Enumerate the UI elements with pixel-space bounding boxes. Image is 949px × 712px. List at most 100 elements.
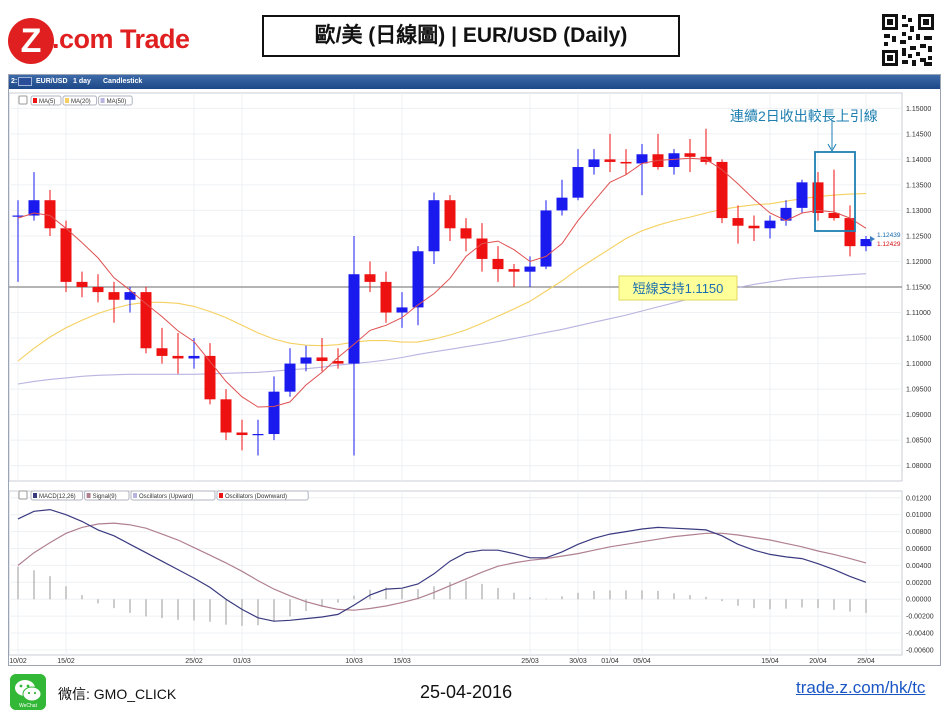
main-legend: MA(5) MA(20) MA(50) <box>18 95 133 106</box>
candle-body <box>204 355 216 400</box>
support-label-bg <box>618 275 738 301</box>
candle-body <box>348 274 360 364</box>
candle-body <box>476 238 488 259</box>
candle-body <box>412 251 424 308</box>
candle-body <box>732 218 744 226</box>
y-tick-label: 1.11000 <box>906 310 931 317</box>
logo-text: .com Trade <box>52 24 190 54</box>
legend-item <box>130 490 216 501</box>
candle-body <box>444 200 456 229</box>
candle <box>492 246 504 282</box>
candle <box>604 133 616 173</box>
candle <box>236 419 248 451</box>
candle <box>348 235 360 456</box>
x-tick-label: 30/03 <box>569 658 587 665</box>
candle-body <box>636 154 648 164</box>
wechat-id: 微信: GMO_CLICK <box>58 686 177 702</box>
x-axis: 10/02 15/02 25/02 01/03 10/03 15/03 25/03 30/03… <box>9 658 875 665</box>
y-tick-label: 1.12000 <box>906 259 931 266</box>
candle <box>108 281 120 323</box>
y-tick-label: 0.00000 <box>906 597 931 604</box>
macd-legend: MACD(12,26) Signal(9) Oscillators (Upward)… <box>18 490 309 501</box>
candle-body <box>540 210 552 267</box>
x-tick-label: 15/03 <box>393 658 411 665</box>
candle <box>220 389 232 441</box>
y-tick-label: 1.15000 <box>906 106 931 113</box>
candle <box>508 264 520 287</box>
candle-body <box>236 432 248 436</box>
candle-body <box>780 207 792 221</box>
wechat-icon: WeChat <box>10 674 46 710</box>
legend-label: MA(5) <box>39 99 55 105</box>
legend-label: MA(20) <box>71 99 91 105</box>
candle-body <box>284 363 296 392</box>
y-tick-label: -0.00600 <box>906 647 934 654</box>
y-tick-label: 0.00200 <box>906 580 931 587</box>
candle <box>300 345 312 372</box>
candle-body <box>796 182 808 208</box>
y-tick-label: 1.12500 <box>906 233 931 240</box>
ma5-line <box>17 157 867 408</box>
x-tick-label: 25/02 <box>185 658 203 665</box>
candle <box>316 338 328 372</box>
candle-body <box>396 307 408 313</box>
y-tick-label: 1.10500 <box>906 336 931 343</box>
legend-label: MACD(12,26) <box>39 494 76 500</box>
candle <box>188 338 200 369</box>
legend-item <box>216 490 309 501</box>
legend-collapse-icon <box>18 490 28 500</box>
y-tick-label: 0.01000 <box>906 512 931 519</box>
candle-body <box>428 200 440 252</box>
candle <box>668 149 680 175</box>
main-y-axis: 1.15000 1.14500 1.14000 1.13500 1.13000 1.125… <box>906 106 931 470</box>
support-label: 短線支持1.1150 <box>633 281 724 296</box>
candle <box>764 215 776 239</box>
toolbar-period[interactable]: 1 day <box>73 78 91 85</box>
candle-body <box>764 220 776 229</box>
candle <box>572 149 584 201</box>
candle <box>636 144 648 196</box>
toolbar-menu-icon[interactable]: 2: <box>11 78 18 85</box>
y-tick-label: 1.14000 <box>906 157 931 164</box>
candle <box>540 200 552 270</box>
candle-body <box>716 161 728 219</box>
candle-body <box>156 348 168 356</box>
candle-body <box>844 218 856 247</box>
candle-body <box>380 281 392 313</box>
y-tick-label: -0.00200 <box>906 614 934 621</box>
y-tick-label: 0.00400 <box>906 563 931 570</box>
candle-body <box>508 269 520 272</box>
x-tick-label: 15/02 <box>57 658 75 665</box>
legend-item <box>30 95 62 106</box>
toolbar-style[interactable]: Candlestick <box>103 78 143 85</box>
eu-flag-icon <box>18 77 32 86</box>
candle-body <box>588 159 600 168</box>
legend-item <box>98 95 133 106</box>
candle-body <box>268 391 280 435</box>
candle-body <box>556 197 568 211</box>
price-marker-icon <box>870 236 875 242</box>
legend-swatch <box>86 493 91 498</box>
candle <box>60 220 72 293</box>
candle <box>44 190 56 236</box>
legend-label: Oscillators (Upward) <box>139 494 193 500</box>
candle-body <box>108 292 120 300</box>
candle <box>364 261 376 293</box>
candle-body <box>524 266 536 272</box>
toolbar-symbol[interactable]: EUR/USD <box>36 78 68 85</box>
chart-frame <box>8 74 941 666</box>
website-link[interactable]: trade.z.com/hk/tc <box>796 678 926 697</box>
candle <box>652 133 664 170</box>
candle <box>620 149 632 175</box>
candle <box>428 192 440 265</box>
candle <box>796 179 808 213</box>
bid-price: 1.12429 <box>877 241 901 248</box>
legend-label: MA(50) <box>107 99 127 105</box>
candle-body <box>140 292 152 349</box>
legend-item <box>84 490 130 501</box>
legend-label: Signal(9) <box>93 494 117 500</box>
legend-swatch <box>65 98 69 103</box>
x-tick-label: 01/03 <box>233 658 251 665</box>
legend-swatch <box>33 493 37 498</box>
candle <box>556 179 568 216</box>
